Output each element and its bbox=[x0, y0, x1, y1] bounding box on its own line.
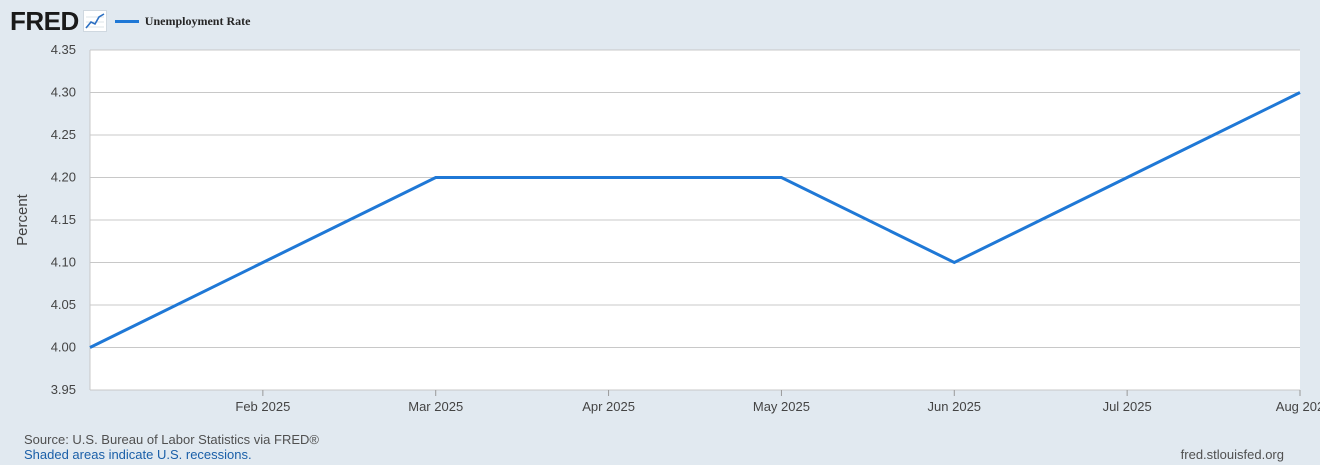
y-tick-label: 3.95 bbox=[51, 382, 76, 397]
series-line[interactable] bbox=[89, 91, 1301, 349]
y-tick-label: 4.30 bbox=[51, 85, 76, 100]
data-point[interactable] bbox=[603, 172, 615, 184]
series-layer bbox=[84, 87, 1306, 354]
legend: Unemployment Rate bbox=[114, 13, 251, 29]
data-point[interactable] bbox=[775, 172, 787, 184]
y-tick-label: 4.20 bbox=[51, 170, 76, 185]
data-point[interactable] bbox=[84, 342, 96, 354]
y-tick-label: 4.05 bbox=[51, 297, 76, 312]
legend-swatch bbox=[114, 19, 139, 23]
legend-label[interactable]: Unemployment Rate bbox=[144, 13, 251, 28]
line-graph-icon bbox=[82, 10, 107, 32]
recession-note-link[interactable]: Shaded areas indicate U.S. recessions. bbox=[24, 447, 252, 462]
source-note: Source: U.S. Bureau of Labor Statistics … bbox=[24, 432, 319, 447]
x-tick-label: Feb 2025 bbox=[235, 399, 290, 414]
data-point[interactable] bbox=[1121, 172, 1133, 184]
y-tick-label: 4.35 bbox=[51, 42, 76, 57]
y-tick-label: 4.15 bbox=[51, 212, 76, 227]
x-tick-label: Mar 2025 bbox=[408, 399, 463, 414]
y-tick-label: 4.25 bbox=[51, 127, 76, 142]
y-axis-label: Percent bbox=[14, 193, 31, 246]
y-tick-label: 4.00 bbox=[51, 340, 76, 355]
data-point[interactable] bbox=[257, 257, 269, 269]
y-tick-label: 4.10 bbox=[51, 255, 76, 270]
gridlines bbox=[89, 49, 1300, 391]
y-axis-ticks: 3.95 4.00 4.05 4.10 4.15 4.20 4.25 4.30 4.35 bbox=[51, 42, 76, 397]
data-point[interactable] bbox=[430, 172, 442, 184]
site-url[interactable]: fred.stlouisfed.org bbox=[1180, 447, 1284, 462]
x-tick-label: Apr 2025 bbox=[582, 399, 635, 414]
chart-header: FRED Unemployment Rate bbox=[10, 6, 250, 36]
data-point[interactable] bbox=[948, 257, 960, 269]
data-point[interactable] bbox=[1294, 87, 1306, 99]
x-tick-label: May 2025 bbox=[753, 399, 810, 414]
x-tick-label: Aug 202 bbox=[1276, 399, 1320, 414]
x-tick-label: Jun 2025 bbox=[928, 399, 982, 414]
chart-footer: Source: U.S. Bureau of Labor Statistics … bbox=[24, 432, 319, 462]
x-axis-ticks: Feb 2025 Mar 2025 Apr 2025 May 2025 Jun 2025… bbox=[235, 390, 1320, 414]
fred-logo[interactable]: FRED bbox=[10, 6, 79, 36]
x-tick-label: Jul 2025 bbox=[1103, 399, 1152, 414]
